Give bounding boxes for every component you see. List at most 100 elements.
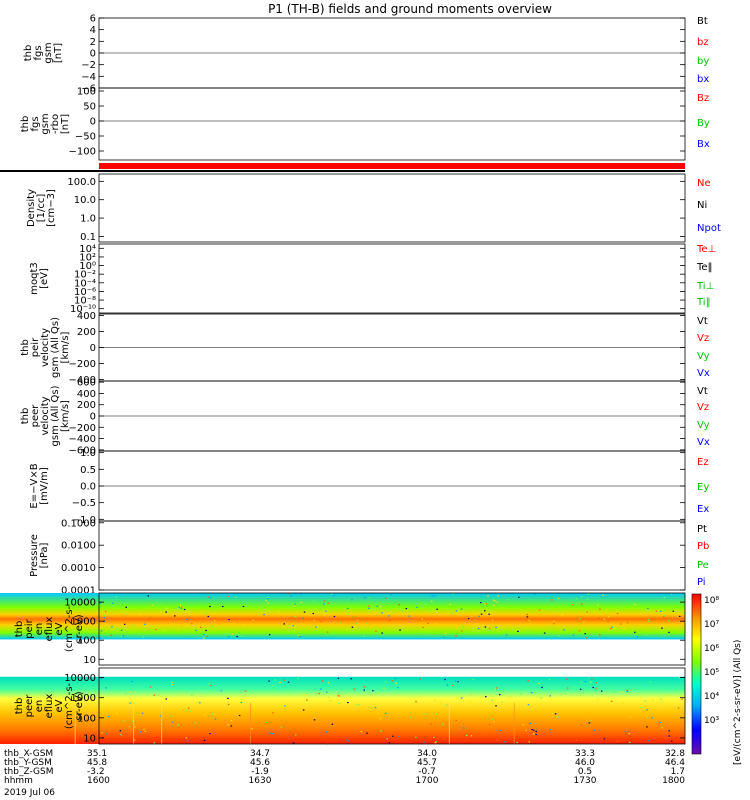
heatmap-speckle	[105, 687, 107, 689]
legend-Vt: Vt	[697, 386, 708, 397]
heatmap-speckle	[528, 619, 530, 621]
heatmap-speckle	[424, 713, 426, 715]
heatmap-speckle	[492, 599, 495, 601]
heatmap-speckle	[599, 634, 601, 636]
legend-Te‖: Te‖	[696, 262, 713, 273]
y-axis-label: thb	[20, 116, 31, 133]
heatmap-speckle	[112, 602, 114, 604]
heatmap-speckle	[244, 690, 247, 692]
heatmap-speckle	[333, 615, 336, 618]
heatmap-speckle	[187, 707, 190, 709]
y-tick-label: 1000	[71, 693, 96, 704]
heatmap-speckle	[416, 606, 418, 608]
heatmap-speckle	[116, 712, 118, 714]
heatmap-speckle	[292, 742, 295, 744]
heatmap-speckle	[509, 696, 512, 698]
heatmap-speckle	[434, 595, 436, 597]
heatmap-speckle	[187, 610, 190, 612]
heatmap-speckle	[672, 610, 675, 612]
heatmap-speckle	[553, 620, 555, 622]
heatmap-speckle	[326, 691, 328, 693]
heatmap-speckle	[325, 610, 327, 612]
footer-value: 1630	[249, 776, 272, 786]
heatmap-speckle	[663, 616, 665, 618]
heatmap-speckle	[628, 741, 631, 743]
y-tick-label: 100.0	[67, 177, 96, 188]
heatmap-speckle	[603, 738, 606, 740]
y-tick-label: 10000	[64, 598, 96, 609]
heatmap-speckle	[186, 709, 189, 711]
heatmap-speckle	[563, 629, 565, 631]
heatmap-speckle	[549, 695, 551, 697]
heatmap-speckle	[122, 720, 125, 722]
legend-Ey: Ey	[697, 482, 709, 493]
heatmap-speckle	[131, 680, 133, 683]
y-tick-label: 10⁻⁴	[74, 278, 96, 289]
heatmap-speckle	[390, 594, 392, 596]
heatmap-speckle	[494, 600, 496, 602]
y-axis-label: fgs	[30, 116, 41, 131]
heatmap-speckle	[110, 634, 112, 636]
heatmap-speckle	[622, 702, 625, 704]
heatmap-speckle	[572, 629, 575, 631]
heatmap-speckle	[227, 724, 229, 726]
heatmap-speckle	[497, 595, 499, 597]
heatmap-speckle	[103, 616, 106, 619]
y-axis-label: [nT]	[53, 43, 64, 63]
heatmap-speckle	[588, 722, 591, 724]
heatmap-speckle	[392, 736, 394, 739]
heatmap-speckle	[626, 690, 629, 692]
y-axis-label: E=−V×B	[29, 463, 40, 508]
heatmap-speckle	[626, 622, 629, 624]
heatmap-speckle	[169, 715, 172, 717]
heatmap-speckle	[575, 739, 578, 741]
heatmap-speckle	[433, 736, 435, 738]
heatmap-speckle	[358, 704, 360, 706]
heatmap-stripe	[513, 703, 515, 744]
heatmap-speckle	[496, 601, 498, 603]
heatmap-stripe	[250, 703, 251, 744]
colorbar-ramp	[691, 593, 702, 755]
footer-value: -3.2	[87, 767, 105, 777]
heatmap-speckle	[134, 726, 136, 728]
heatmap-speckle	[199, 702, 201, 704]
y-tick-label: 0.0100	[61, 541, 96, 552]
panel-efield: Ez Ey Ex 1.0 0.5 0.0 −0.5 −1.0 E=−V×B [mV/m]	[29, 448, 709, 526]
heatmap-speckle	[323, 600, 326, 602]
heatmap-speckle	[115, 596, 118, 598]
footer-row-label: hhmm	[4, 776, 33, 786]
heatmap-speckle	[525, 729, 527, 731]
heatmap-speckle	[470, 690, 472, 692]
heatmap-speckle	[592, 686, 594, 689]
heatmap-speckle	[171, 684, 173, 686]
heatmap-speckle	[415, 700, 417, 703]
heatmap-speckle	[597, 604, 599, 606]
heatmap-stripe	[448, 703, 450, 744]
heatmap-speckle	[231, 633, 234, 635]
heatmap-speckle	[538, 682, 540, 685]
heatmap-speckle	[466, 734, 468, 736]
heatmap-speckle	[469, 706, 472, 708]
heatmap-speckle	[213, 713, 216, 715]
footer-value: 1600	[87, 776, 110, 786]
heatmap-speckle	[208, 683, 210, 685]
heatmap-speckle	[584, 604, 586, 606]
footer-value: 33.3	[575, 749, 595, 759]
y-tick-label: 400	[77, 389, 96, 400]
heatmap-speckle	[598, 617, 600, 619]
heatmap-speckle	[658, 708, 661, 710]
heatmap-speckle	[116, 628, 118, 630]
heatmap-speckle	[366, 622, 368, 624]
y-tick-label: 400	[77, 311, 96, 322]
y-tick-label: 200	[77, 400, 96, 411]
footer-row-label: thb_Z-GSM	[4, 767, 53, 777]
heatmap-speckle	[610, 627, 612, 630]
heatmap-speckle	[455, 719, 457, 721]
heatmap-speckle	[668, 730, 670, 732]
y-tick-label: 10⁻¹⁰	[70, 304, 96, 315]
y-axis-label: (cm^2-s-	[64, 682, 75, 729]
colorbar-tick: 10⁸	[704, 596, 719, 606]
y-axis-label: thb	[20, 339, 31, 356]
heatmap-speckle	[368, 607, 370, 609]
heatmap-speckle	[322, 614, 325, 616]
